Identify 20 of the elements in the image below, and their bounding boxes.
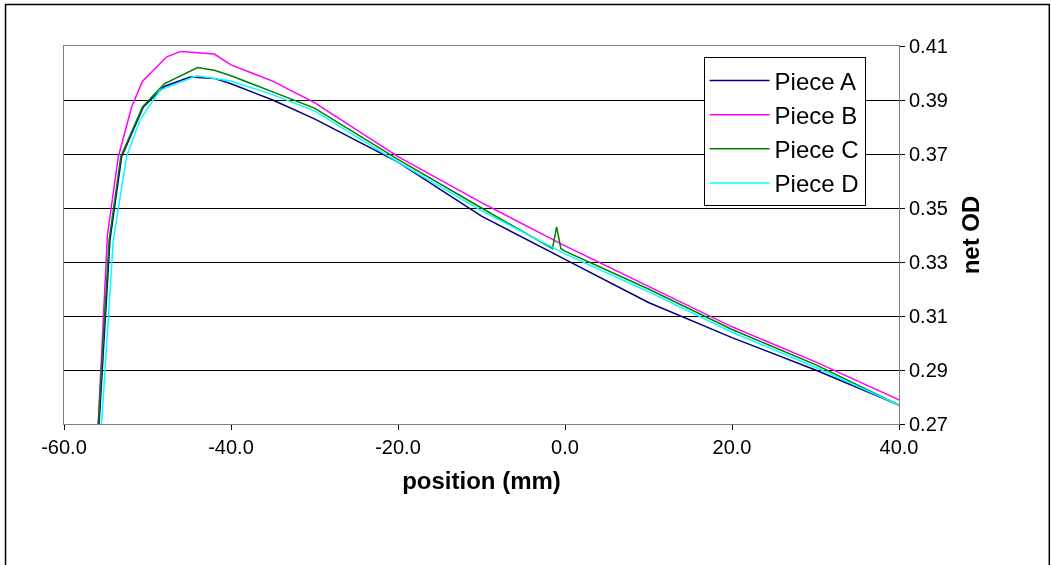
- legend-label: Piece B: [774, 102, 858, 129]
- y-tick-label: 0.29: [909, 359, 948, 381]
- y-tick-label: 0.37: [909, 143, 948, 165]
- y-tick-label: 0.31: [909, 305, 948, 327]
- y-tick-label: 0.27: [909, 413, 948, 435]
- x-tick-label: 20.0: [712, 436, 752, 458]
- x-axis-title: position (mm): [402, 467, 561, 495]
- x-tick-label: -40.0: [208, 436, 254, 458]
- x-tick-label: -60.0: [41, 436, 87, 458]
- x-tick-label: 40.0: [879, 436, 919, 458]
- x-tick-label: -20.0: [375, 436, 421, 458]
- legend-label: Piece A: [774, 67, 856, 95]
- y-tick-label: 0.41: [909, 35, 948, 57]
- y-tick-label: 0.39: [909, 89, 948, 111]
- x-tick-label: 0.0: [551, 436, 579, 458]
- y-tick-label: 0.35: [909, 197, 948, 219]
- y-axis-title: net OD: [957, 195, 985, 275]
- legend-label: Piece C: [774, 136, 859, 164]
- legend-label: Piece D: [774, 170, 859, 198]
- y-tick-label: 0.33: [909, 251, 948, 273]
